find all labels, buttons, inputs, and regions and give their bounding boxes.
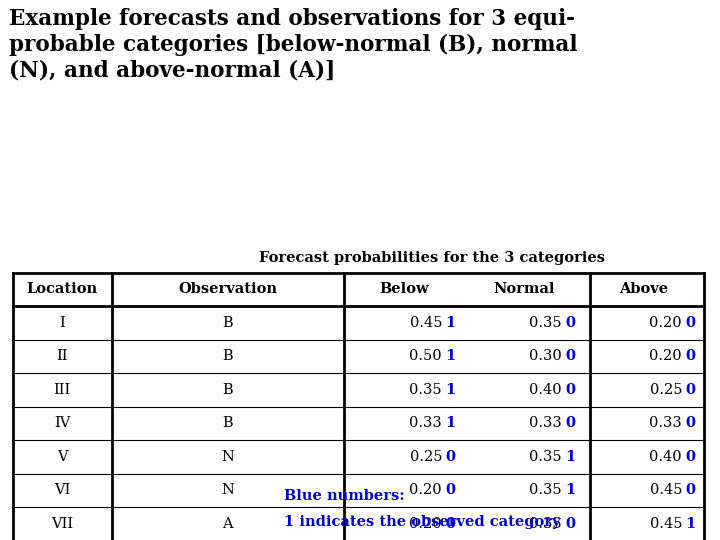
Text: 1: 1: [685, 517, 696, 531]
Text: 1: 1: [446, 383, 456, 397]
Text: 0.35: 0.35: [410, 383, 442, 397]
Text: Blue numbers:: Blue numbers:: [284, 489, 405, 503]
Text: N: N: [222, 483, 234, 497]
Text: A: A: [222, 517, 233, 531]
Text: 0: 0: [685, 383, 696, 397]
Text: VII: VII: [51, 517, 73, 531]
Text: 1 indicates the observed category: 1 indicates the observed category: [284, 515, 561, 529]
Text: B: B: [222, 349, 233, 363]
Text: 0.40: 0.40: [529, 383, 562, 397]
Text: 0: 0: [446, 517, 456, 531]
Text: 1: 1: [565, 483, 576, 497]
Text: 0.33: 0.33: [649, 416, 682, 430]
Text: V: V: [57, 450, 68, 464]
Text: Above: Above: [620, 282, 669, 296]
Text: Example forecasts and observations for 3 equi-
probable categories [below-normal: Example forecasts and observations for 3…: [9, 8, 577, 81]
Text: VI: VI: [54, 483, 71, 497]
Text: 0: 0: [685, 316, 696, 330]
Text: 0: 0: [446, 483, 456, 497]
Text: 0.20: 0.20: [649, 349, 682, 363]
Text: 0.33: 0.33: [410, 416, 442, 430]
Text: 0.35: 0.35: [529, 483, 562, 497]
Text: 1: 1: [446, 349, 456, 363]
Text: 0.40: 0.40: [649, 450, 682, 464]
Text: Observation: Observation: [179, 282, 277, 296]
Text: I: I: [60, 316, 65, 330]
Text: N: N: [222, 450, 234, 464]
Text: 0: 0: [446, 450, 456, 464]
Text: 0.33: 0.33: [529, 416, 562, 430]
Text: 0.20: 0.20: [649, 316, 682, 330]
Text: II: II: [57, 349, 68, 363]
Text: 0.45: 0.45: [649, 517, 682, 531]
Text: 0.30: 0.30: [529, 349, 562, 363]
Text: 1: 1: [565, 450, 576, 464]
Text: 1: 1: [446, 316, 456, 330]
Text: 0: 0: [685, 416, 696, 430]
Text: 0: 0: [566, 517, 576, 531]
Text: 0.45: 0.45: [410, 316, 442, 330]
Text: 0.25: 0.25: [649, 383, 682, 397]
Text: 0: 0: [566, 349, 576, 363]
Text: 1: 1: [446, 416, 456, 430]
Text: 0.20: 0.20: [410, 517, 442, 531]
Text: 0.35: 0.35: [529, 450, 562, 464]
Text: 0: 0: [685, 450, 696, 464]
Text: B: B: [222, 316, 233, 330]
Text: IV: IV: [54, 416, 71, 430]
Text: 0.25: 0.25: [410, 450, 442, 464]
Text: III: III: [54, 383, 71, 397]
Text: B: B: [222, 383, 233, 397]
Text: 0: 0: [566, 316, 576, 330]
Text: 0.45: 0.45: [649, 483, 682, 497]
Text: 0: 0: [685, 483, 696, 497]
Text: 0.20: 0.20: [410, 483, 442, 497]
Text: 0.35: 0.35: [529, 316, 562, 330]
Text: 0: 0: [685, 349, 696, 363]
Text: 0.50: 0.50: [410, 349, 442, 363]
Text: Below: Below: [379, 282, 429, 296]
Text: 0: 0: [566, 383, 576, 397]
Text: 0.35: 0.35: [529, 517, 562, 531]
Text: Forecast probabilities for the 3 categories: Forecast probabilities for the 3 categor…: [259, 251, 605, 265]
Text: Location: Location: [27, 282, 98, 296]
Text: B: B: [222, 416, 233, 430]
Text: 0: 0: [566, 416, 576, 430]
Text: Normal: Normal: [493, 282, 555, 296]
